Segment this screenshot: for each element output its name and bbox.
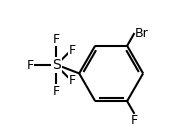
Text: F: F — [68, 44, 75, 57]
Text: F: F — [130, 114, 138, 127]
Text: S: S — [52, 58, 60, 72]
Text: Br: Br — [135, 27, 148, 40]
Text: F: F — [53, 33, 60, 46]
Text: F: F — [27, 59, 34, 72]
Text: F: F — [68, 74, 75, 87]
Text: F: F — [53, 85, 60, 98]
